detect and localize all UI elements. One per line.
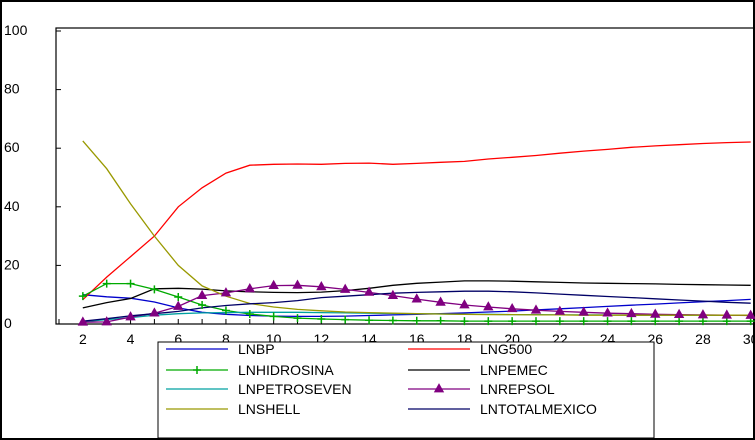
marker-lnrepsol — [602, 307, 613, 317]
marker-lnrepsol — [626, 307, 637, 318]
marker-lnhidrosina — [102, 279, 111, 288]
marker-lnrepsol — [673, 308, 685, 319]
legend-label-lnbp: LNBP — [238, 341, 275, 357]
marker-lnrepsol — [459, 299, 470, 309]
marker-lnrepsol — [268, 279, 279, 290]
marker-lnrepsol — [435, 296, 446, 306]
marker-lnhidrosina — [365, 316, 374, 325]
y-tick-label: 80 — [4, 81, 20, 97]
marker-lnrepsol — [316, 280, 327, 291]
legend-label-lnpetroseven: LNPETROSEVEN — [238, 381, 352, 397]
marker-lnhidrosina — [627, 317, 636, 326]
y-tick-label: 100 — [4, 22, 28, 38]
series-line-lng500 — [82, 141, 751, 301]
x-tick-label: 2 — [79, 331, 87, 347]
marker-lnhidrosina — [150, 285, 159, 294]
marker-lnrepsol — [292, 279, 303, 289]
legend: LNBP LNG500 LNHIDROSINA LNPEMEC LNPETROSEVEN… — [157, 341, 655, 439]
marker-lnrepsol — [244, 283, 255, 293]
legend-label-lng500: LNG500 — [480, 341, 532, 357]
legend-marker-lnrepsol — [433, 383, 445, 393]
marker-lnrepsol — [101, 316, 112, 326]
y-tick-label: 0 — [4, 315, 12, 331]
marker-lnrepsol — [483, 301, 494, 311]
marker-lnrepsol — [173, 300, 184, 310]
marker-lnhidrosina — [126, 279, 135, 288]
y-tick-label: 60 — [4, 139, 20, 155]
marker-lnhidrosina — [651, 317, 660, 326]
marker-lnhidrosina — [698, 317, 707, 326]
marker-lnhidrosina — [508, 317, 517, 326]
marker-lnhidrosina — [317, 315, 326, 324]
series-line-lnshell — [82, 140, 751, 316]
marker-lnrepsol — [220, 287, 232, 297]
marker-lnhidrosina — [412, 316, 421, 325]
x-tick-label: 4 — [127, 331, 135, 347]
marker-lnhidrosina — [484, 317, 493, 326]
marker-lnhidrosina — [579, 317, 588, 326]
marker-lnhidrosina — [269, 312, 278, 321]
marker-lnrepsol — [745, 309, 755, 319]
marker-lnrepsol — [363, 286, 375, 296]
series-line-lntotalmexico — [82, 290, 751, 322]
marker-lnhidrosina — [174, 293, 183, 302]
y-tick-label: 40 — [4, 198, 20, 214]
marker-lnhidrosina — [245, 310, 254, 319]
x-tick-label: 6 — [174, 331, 182, 347]
marker-lnrepsol — [697, 309, 709, 319]
legend-label-lnrepsol: LNREPSOL — [480, 381, 555, 397]
marker-lnrepsol — [721, 309, 732, 319]
series-line-lnpemec — [82, 280, 751, 309]
marker-lnrepsol — [578, 306, 589, 316]
x-tick-label: 8 — [222, 331, 230, 347]
x-tick-label: 30 — [743, 331, 755, 347]
marker-lnrepsol — [554, 305, 566, 315]
marker-lnrepsol — [196, 289, 208, 299]
marker-lnrepsol — [340, 283, 351, 293]
marker-lnrepsol — [387, 289, 399, 299]
series-markers — [77, 279, 755, 326]
marker-lnrepsol — [506, 302, 518, 313]
marker-lnhidrosina — [436, 316, 445, 325]
marker-lnrepsol — [650, 308, 661, 318]
legend-marker-lnhidrosina — [193, 366, 201, 374]
marker-lnrepsol — [530, 304, 542, 314]
marker-lnhidrosina — [78, 292, 87, 301]
legend-label-lnhidrosina: LNHIDROSINA — [238, 362, 334, 378]
marker-lnhidrosina — [221, 306, 230, 315]
marker-lnrepsol — [77, 316, 89, 326]
marker-lnhidrosina — [532, 317, 540, 326]
marker-lnhidrosina — [341, 315, 350, 324]
marker-lnhidrosina — [555, 317, 564, 326]
marker-lnhidrosina — [388, 316, 397, 325]
legend-label-lnshell: LNSHELL — [238, 401, 300, 417]
y-axis: 0 20 40 60 80 100 — [4, 22, 61, 331]
marker-lnrepsol — [125, 311, 136, 321]
marker-lnrepsol — [411, 293, 422, 303]
marker-lnhidrosina — [293, 314, 302, 323]
marker-lnhidrosina — [675, 317, 684, 326]
legend-box — [157, 341, 655, 439]
marker-lnhidrosina — [198, 300, 207, 309]
marker-lnrepsol — [149, 307, 160, 317]
y-tick-label: 20 — [4, 256, 20, 272]
legend-label-lnpemec: LNPEMEC — [480, 362, 548, 378]
marker-lnhidrosina — [460, 317, 469, 326]
plot-area-frame — [55, 27, 755, 325]
x-tick-label: 28 — [695, 331, 711, 347]
legend-label-lntotalmexico: LNTOTALMEXICO — [480, 401, 597, 417]
marker-lnhidrosina — [603, 317, 612, 326]
